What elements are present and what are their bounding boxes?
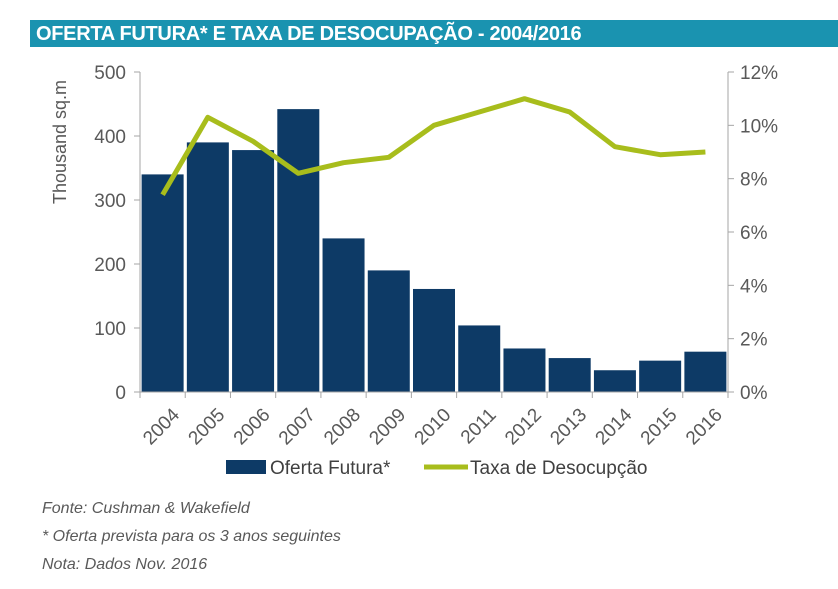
y2-tick-label: 12% xyxy=(740,63,778,84)
x-tick-label: 2009 xyxy=(365,405,410,450)
bar-2016 xyxy=(684,351,727,392)
y2-tick-label: 8% xyxy=(740,170,768,191)
y2-tick-label: 10% xyxy=(740,116,778,137)
x-tick-label: 2012 xyxy=(501,405,546,450)
bar-2011 xyxy=(458,325,501,392)
legend-label-line: Taxa de Desocupção xyxy=(470,458,647,479)
notes: Fonte: Cushman & Wakefield * Oferta prev… xyxy=(42,495,341,579)
bar-2004 xyxy=(141,174,184,392)
x-tick-label: 2011 xyxy=(457,405,501,449)
y2-tick-label: 6% xyxy=(740,223,768,244)
bar-2010 xyxy=(413,288,455,392)
x-tick-label: 2010 xyxy=(411,405,456,450)
bar-2007 xyxy=(277,109,320,393)
y-tick-label: 0 xyxy=(115,383,126,404)
title-bar: OFERTA FUTURA* E TAXA DE DESOCUPAÇÃO - 2… xyxy=(30,20,838,47)
x-tick-label: 2008 xyxy=(320,405,365,450)
bar-2013 xyxy=(548,358,591,392)
date-note: Nota: Dados Nov. 2016 xyxy=(42,556,208,573)
x-tick-label: 2016 xyxy=(682,405,727,450)
x-tick-label: 2014 xyxy=(592,404,637,449)
x-tick-label: 2015 xyxy=(637,405,682,450)
y-tick-label: 200 xyxy=(94,255,126,276)
y-tick-label: 300 xyxy=(94,191,126,212)
bar-2005 xyxy=(186,142,229,392)
legend-swatch-bars xyxy=(226,460,266,474)
bar-2012 xyxy=(503,348,546,392)
bar-2006 xyxy=(232,150,275,392)
legend-label-bars: Oferta Futura* xyxy=(270,458,391,479)
x-tick-label: 2006 xyxy=(230,405,275,450)
y-axis-title: Thousand sq.m xyxy=(50,80,70,204)
footnote: * Oferta prevista para os 3 anos seguint… xyxy=(42,528,341,545)
x-tick-label: 2004 xyxy=(139,404,184,449)
bar-2014 xyxy=(593,370,636,392)
y-tick-label: 400 xyxy=(94,127,126,148)
y2-tick-label: 0% xyxy=(740,383,768,404)
y2-tick-label: 4% xyxy=(740,276,768,297)
x-tick-label: 2005 xyxy=(185,405,230,450)
y-tick-label: 100 xyxy=(94,319,126,340)
source-note: Fonte: Cushman & Wakefield xyxy=(42,500,250,517)
y2-tick-label: 2% xyxy=(740,330,768,351)
x-tick-label: 2007 xyxy=(275,405,320,450)
bars-layer xyxy=(141,109,727,393)
y-tick-label: 500 xyxy=(94,63,126,84)
bar-2009 xyxy=(367,270,410,392)
chart-title: OFERTA FUTURA* E TAXA DE DESOCUPAÇÃO - 2… xyxy=(36,23,582,45)
bar-2015 xyxy=(639,360,682,392)
line-layer xyxy=(160,96,706,196)
bar-2008 xyxy=(322,238,365,392)
legend-layer: Oferta Futura* Taxa de Desocupção xyxy=(226,458,647,479)
x-tick-label: 2013 xyxy=(546,405,591,450)
